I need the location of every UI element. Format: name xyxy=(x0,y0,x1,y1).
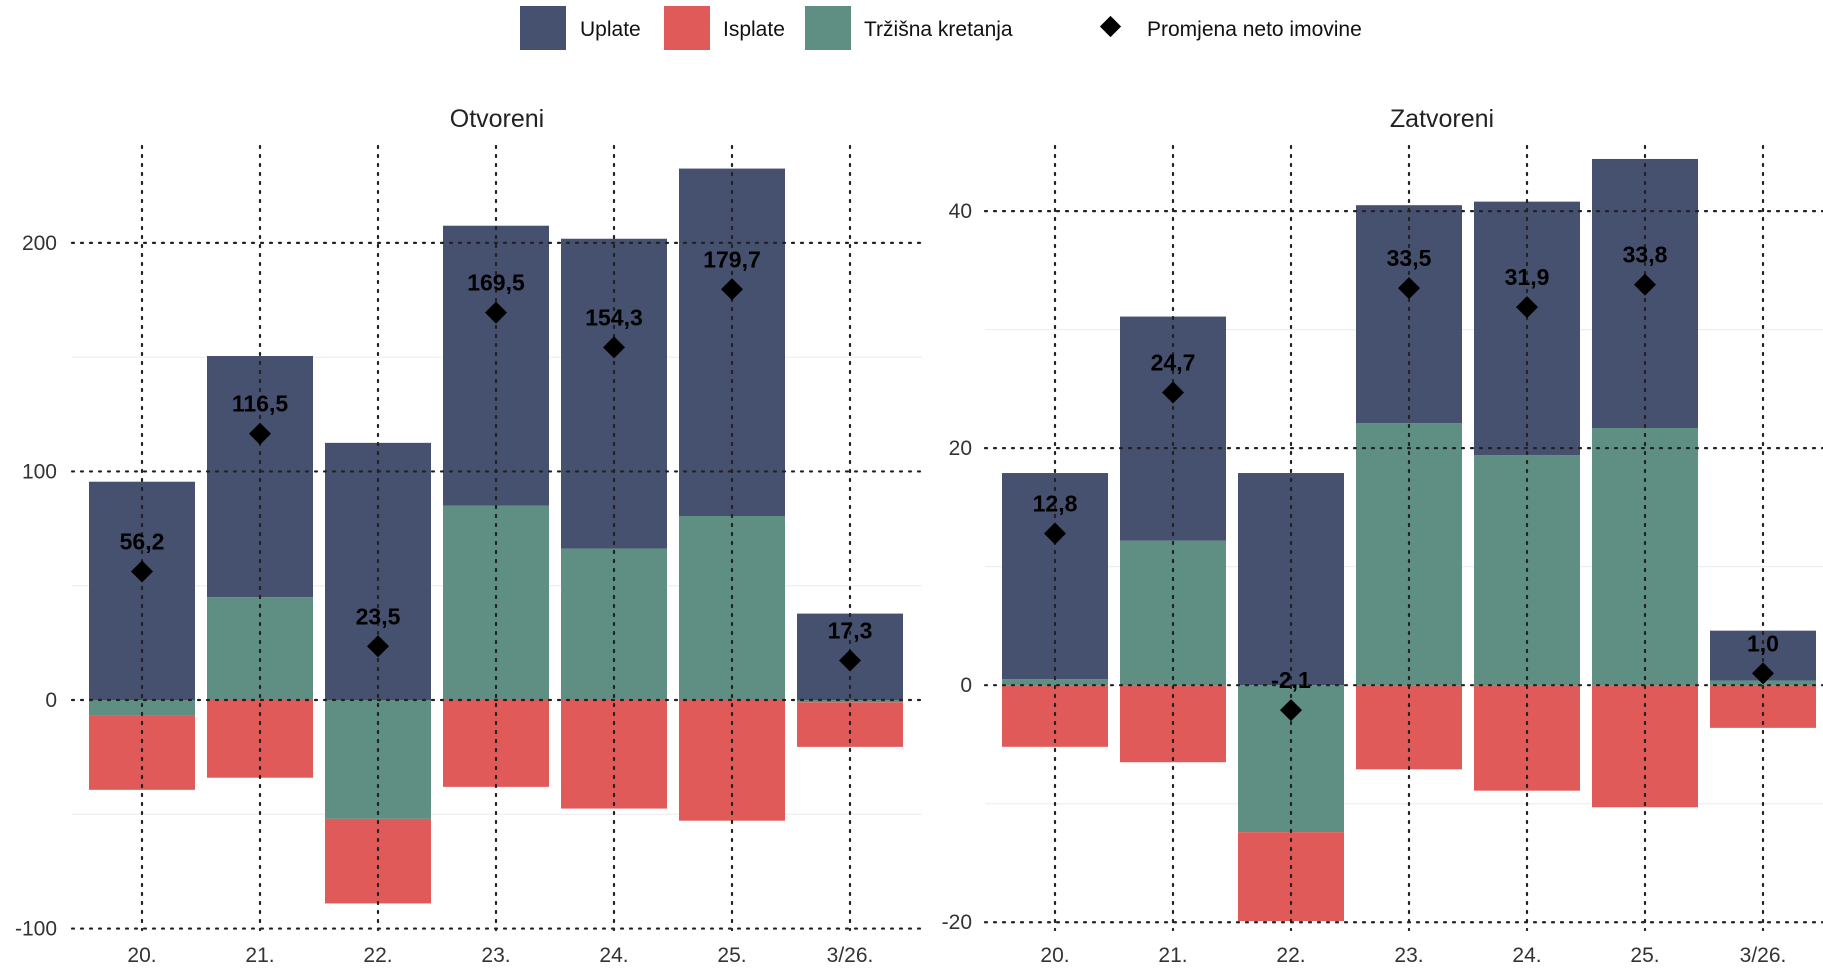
y-tick-label: 0 xyxy=(45,689,57,712)
bar-isplate xyxy=(1356,685,1462,770)
data-label: 17,3 xyxy=(828,617,873,643)
bar-isplate xyxy=(1474,685,1580,791)
marker-promjena-neto-imovine xyxy=(249,422,271,445)
marker-promjena-neto-imovine xyxy=(1044,522,1066,545)
bar-trzisna-kretanja xyxy=(797,700,903,703)
y-tick-label: 40 xyxy=(949,200,972,223)
y-tick-label: -100 xyxy=(15,918,57,941)
x-tick-label: 22. xyxy=(1276,944,1305,967)
x-tick-label: 20. xyxy=(1040,944,1069,967)
y-tick-label: 200 xyxy=(22,232,57,255)
marker-promjena-neto-imovine xyxy=(1398,277,1420,300)
data-label: 116,5 xyxy=(232,391,288,417)
x-tick-label: 25. xyxy=(717,944,746,967)
bar-uplate xyxy=(561,238,667,549)
data-label: 23,5 xyxy=(356,603,401,629)
legend-label-promjena: Promjena neto imovine xyxy=(1147,18,1362,41)
data-label: 179,7 xyxy=(703,246,761,272)
legend-swatch-uplate xyxy=(520,6,566,50)
x-tick-label: 21. xyxy=(245,944,274,967)
data-label: 31,9 xyxy=(1505,264,1550,290)
bar-trzisna-kretanja xyxy=(207,597,313,700)
y-tick-label: -20 xyxy=(942,911,972,934)
marker-promjena-neto-imovine xyxy=(367,635,389,658)
y-tick-label: 0 xyxy=(960,674,972,697)
marker-promjena-neto-imovine xyxy=(1516,296,1538,319)
bar-isplate xyxy=(561,700,667,809)
data-label: 33,5 xyxy=(1387,245,1432,271)
panel-title: Zatvoreni xyxy=(1390,105,1494,133)
bar-uplate xyxy=(1356,205,1462,424)
legend-label-trzisna: Tržišna kretanja xyxy=(864,18,1013,41)
x-tick-label: 3/26. xyxy=(1740,944,1787,967)
bar-uplate xyxy=(207,356,313,598)
legend: Uplate Isplate Tržišna kretanja Promjena… xyxy=(0,0,1823,60)
bar-trzisna-kretanja xyxy=(89,700,195,716)
marker-promjena-neto-imovine xyxy=(1752,662,1774,685)
y-tick-label: 100 xyxy=(22,460,57,483)
marker-promjena-neto-imovine xyxy=(131,560,153,583)
data-label: 33,8 xyxy=(1623,242,1668,268)
data-label: 12,8 xyxy=(1033,490,1078,516)
x-tick-label: 24. xyxy=(1512,944,1541,967)
bar-trzisna-kretanja xyxy=(1002,679,1108,686)
panel-zatvoreni: 12,8 24,7 -2,1 33,5 31,9 33,8 1,0 -20 0 20 40 20. 21… xyxy=(942,105,1823,967)
legend-label-uplate: Uplate xyxy=(580,18,641,41)
panel-title: Otvoreni xyxy=(450,105,544,133)
data-label: 24,7 xyxy=(1151,349,1196,375)
x-tick-label: 25. xyxy=(1630,944,1659,967)
marker-promjena-neto-imovine xyxy=(1162,381,1184,404)
x-tick-label: 23. xyxy=(1394,944,1423,967)
legend-label-isplate: Isplate xyxy=(723,18,785,41)
y-tick-label: 20 xyxy=(949,437,972,460)
bar-trzisna-kretanja xyxy=(1592,428,1698,686)
marker-promjena-neto-imovine xyxy=(603,336,625,359)
data-label: 154,3 xyxy=(585,304,643,330)
panel-otvoreni: 56,2 116,5 23,5 169,5 154,3 179,7 17,3 -100 0 100… xyxy=(15,105,924,967)
data-label: 1,0 xyxy=(1747,630,1779,656)
legend-swatch-trzisna xyxy=(805,6,851,50)
x-tick-label: 24. xyxy=(599,944,628,967)
data-label: 169,5 xyxy=(467,270,525,296)
x-tick-label: 3/26. xyxy=(827,944,874,967)
data-label: -2,1 xyxy=(1271,667,1311,693)
marker-promjena-neto-imovine xyxy=(1634,273,1656,296)
x-tick-label: 23. xyxy=(481,944,510,967)
marker-promjena-neto-imovine xyxy=(839,649,861,672)
marker-promjena-neto-imovine xyxy=(485,301,507,324)
legend-swatch-isplate xyxy=(664,6,710,50)
marker-promjena-neto-imovine xyxy=(721,278,743,301)
x-tick-label: 20. xyxy=(127,944,156,967)
marker-promjena-neto-imovine xyxy=(1280,699,1302,722)
x-tick-label: 22. xyxy=(363,944,392,967)
data-label: 56,2 xyxy=(120,529,165,555)
x-tick-label: 21. xyxy=(1158,944,1187,967)
